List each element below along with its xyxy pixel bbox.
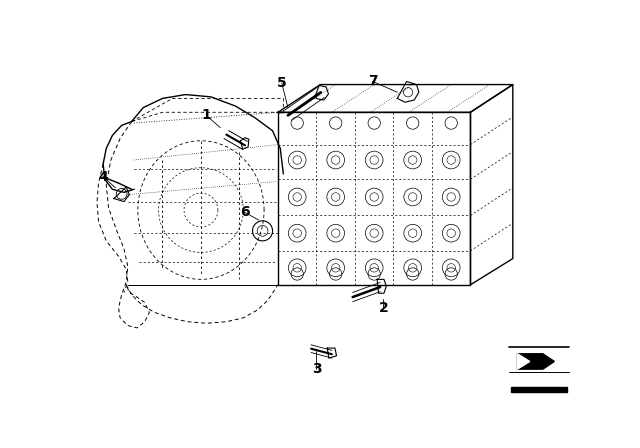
Text: 1: 1 xyxy=(202,108,211,122)
Text: 5: 5 xyxy=(277,76,287,90)
Polygon shape xyxy=(517,354,554,369)
Text: 7: 7 xyxy=(368,74,378,89)
Text: 4: 4 xyxy=(99,170,108,184)
Text: 6: 6 xyxy=(240,205,250,220)
Polygon shape xyxy=(517,354,530,369)
Text: 3: 3 xyxy=(312,362,321,376)
Text: 2: 2 xyxy=(379,301,388,315)
Bar xyxy=(511,387,566,392)
Text: 00154874: 00154874 xyxy=(522,388,556,394)
